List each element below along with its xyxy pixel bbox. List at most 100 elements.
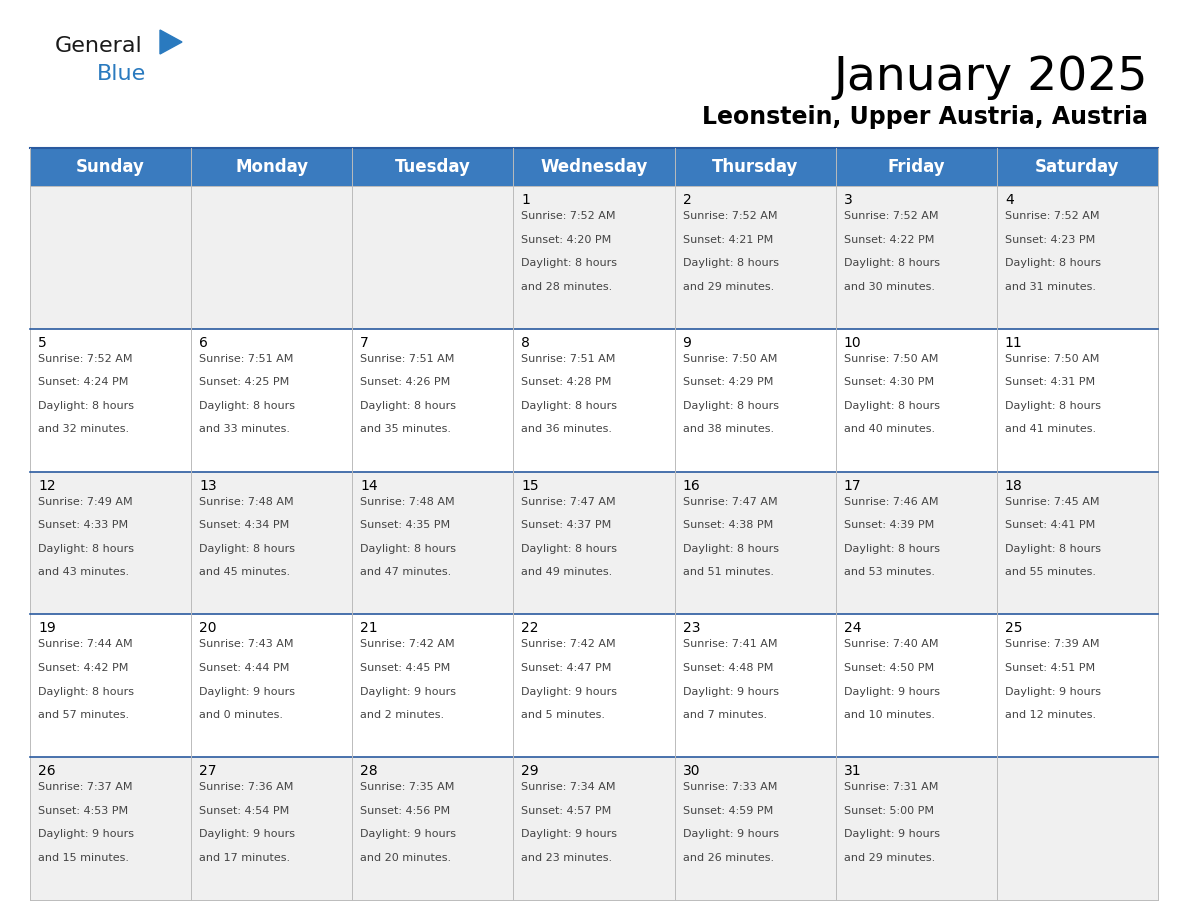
Text: 30: 30 bbox=[683, 764, 700, 778]
FancyBboxPatch shape bbox=[191, 472, 353, 614]
Text: Sunrise: 7:33 AM: Sunrise: 7:33 AM bbox=[683, 782, 777, 792]
Text: Sunset: 4:29 PM: Sunset: 4:29 PM bbox=[683, 377, 773, 387]
Text: Daylight: 8 hours: Daylight: 8 hours bbox=[360, 543, 456, 554]
FancyBboxPatch shape bbox=[997, 186, 1158, 329]
Text: Sunset: 4:54 PM: Sunset: 4:54 PM bbox=[200, 806, 290, 816]
Text: Sunset: 4:38 PM: Sunset: 4:38 PM bbox=[683, 521, 773, 531]
Text: Sunset: 4:31 PM: Sunset: 4:31 PM bbox=[1005, 377, 1095, 387]
Text: Blue: Blue bbox=[97, 64, 146, 84]
FancyBboxPatch shape bbox=[513, 472, 675, 614]
FancyBboxPatch shape bbox=[353, 614, 513, 757]
FancyBboxPatch shape bbox=[513, 614, 675, 757]
FancyBboxPatch shape bbox=[835, 614, 997, 757]
Text: and 30 minutes.: and 30 minutes. bbox=[843, 282, 935, 292]
FancyBboxPatch shape bbox=[191, 614, 353, 757]
Text: Sunset: 4:39 PM: Sunset: 4:39 PM bbox=[843, 521, 934, 531]
Text: Daylight: 8 hours: Daylight: 8 hours bbox=[522, 401, 618, 411]
Text: Sunset: 4:56 PM: Sunset: 4:56 PM bbox=[360, 806, 450, 816]
Text: Sunset: 4:30 PM: Sunset: 4:30 PM bbox=[843, 377, 934, 387]
Text: 21: 21 bbox=[360, 621, 378, 635]
Text: and 12 minutes.: and 12 minutes. bbox=[1005, 711, 1097, 720]
Text: Sunrise: 7:52 AM: Sunrise: 7:52 AM bbox=[38, 353, 133, 364]
Text: Sunrise: 7:41 AM: Sunrise: 7:41 AM bbox=[683, 640, 777, 649]
Text: and 29 minutes.: and 29 minutes. bbox=[683, 282, 773, 292]
Text: Sunrise: 7:52 AM: Sunrise: 7:52 AM bbox=[683, 211, 777, 221]
Text: Sunrise: 7:52 AM: Sunrise: 7:52 AM bbox=[522, 211, 615, 221]
Text: and 55 minutes.: and 55 minutes. bbox=[1005, 567, 1095, 577]
Text: and 53 minutes.: and 53 minutes. bbox=[843, 567, 935, 577]
Text: Sunset: 4:45 PM: Sunset: 4:45 PM bbox=[360, 663, 450, 673]
FancyBboxPatch shape bbox=[835, 186, 997, 329]
Text: 27: 27 bbox=[200, 764, 216, 778]
FancyBboxPatch shape bbox=[353, 186, 513, 329]
Text: Daylight: 8 hours: Daylight: 8 hours bbox=[522, 258, 618, 268]
Text: Friday: Friday bbox=[887, 158, 946, 176]
Text: Sunset: 4:22 PM: Sunset: 4:22 PM bbox=[843, 235, 934, 244]
Text: Sunrise: 7:47 AM: Sunrise: 7:47 AM bbox=[522, 497, 617, 507]
FancyBboxPatch shape bbox=[675, 472, 835, 614]
Text: and 47 minutes.: and 47 minutes. bbox=[360, 567, 451, 577]
Text: and 38 minutes.: and 38 minutes. bbox=[683, 424, 773, 434]
Text: 29: 29 bbox=[522, 764, 539, 778]
Text: 7: 7 bbox=[360, 336, 369, 350]
Text: Daylight: 9 hours: Daylight: 9 hours bbox=[38, 829, 134, 839]
FancyBboxPatch shape bbox=[30, 329, 191, 472]
Text: 5: 5 bbox=[38, 336, 46, 350]
FancyBboxPatch shape bbox=[835, 757, 997, 900]
Text: Tuesday: Tuesday bbox=[394, 158, 470, 176]
Text: 22: 22 bbox=[522, 621, 539, 635]
Text: Daylight: 9 hours: Daylight: 9 hours bbox=[360, 829, 456, 839]
Text: 17: 17 bbox=[843, 478, 861, 493]
Text: Sunrise: 7:36 AM: Sunrise: 7:36 AM bbox=[200, 782, 293, 792]
FancyBboxPatch shape bbox=[997, 472, 1158, 614]
Text: Sunset: 4:41 PM: Sunset: 4:41 PM bbox=[1005, 521, 1095, 531]
Text: Sunrise: 7:47 AM: Sunrise: 7:47 AM bbox=[683, 497, 777, 507]
Text: Sunset: 4:35 PM: Sunset: 4:35 PM bbox=[360, 521, 450, 531]
FancyBboxPatch shape bbox=[513, 757, 675, 900]
Text: 1: 1 bbox=[522, 193, 530, 207]
Text: Sunset: 4:59 PM: Sunset: 4:59 PM bbox=[683, 806, 773, 816]
Text: Sunrise: 7:49 AM: Sunrise: 7:49 AM bbox=[38, 497, 133, 507]
Text: and 49 minutes.: and 49 minutes. bbox=[522, 567, 613, 577]
Text: and 23 minutes.: and 23 minutes. bbox=[522, 853, 613, 863]
Text: 24: 24 bbox=[843, 621, 861, 635]
FancyBboxPatch shape bbox=[513, 329, 675, 472]
Text: Daylight: 9 hours: Daylight: 9 hours bbox=[360, 687, 456, 697]
Text: 12: 12 bbox=[38, 478, 56, 493]
FancyBboxPatch shape bbox=[30, 472, 191, 614]
Text: Daylight: 8 hours: Daylight: 8 hours bbox=[38, 401, 134, 411]
Text: Daylight: 8 hours: Daylight: 8 hours bbox=[843, 543, 940, 554]
Text: Sunset: 4:48 PM: Sunset: 4:48 PM bbox=[683, 663, 773, 673]
Text: Sunrise: 7:50 AM: Sunrise: 7:50 AM bbox=[683, 353, 777, 364]
Text: Daylight: 9 hours: Daylight: 9 hours bbox=[200, 687, 295, 697]
Text: Daylight: 9 hours: Daylight: 9 hours bbox=[683, 687, 778, 697]
Text: Sunrise: 7:46 AM: Sunrise: 7:46 AM bbox=[843, 497, 939, 507]
Text: Daylight: 8 hours: Daylight: 8 hours bbox=[683, 401, 778, 411]
FancyBboxPatch shape bbox=[191, 186, 353, 329]
FancyBboxPatch shape bbox=[675, 614, 835, 757]
Text: 8: 8 bbox=[522, 336, 530, 350]
FancyBboxPatch shape bbox=[997, 614, 1158, 757]
FancyBboxPatch shape bbox=[353, 757, 513, 900]
Text: Daylight: 9 hours: Daylight: 9 hours bbox=[683, 829, 778, 839]
Text: Sunset: 4:20 PM: Sunset: 4:20 PM bbox=[522, 235, 612, 244]
FancyBboxPatch shape bbox=[30, 614, 191, 757]
Text: Daylight: 8 hours: Daylight: 8 hours bbox=[200, 543, 295, 554]
Text: and 57 minutes.: and 57 minutes. bbox=[38, 711, 129, 720]
Text: Sunset: 4:24 PM: Sunset: 4:24 PM bbox=[38, 377, 128, 387]
Text: 6: 6 bbox=[200, 336, 208, 350]
Text: and 32 minutes.: and 32 minutes. bbox=[38, 424, 129, 434]
Text: Sunset: 4:53 PM: Sunset: 4:53 PM bbox=[38, 806, 128, 816]
Text: Daylight: 8 hours: Daylight: 8 hours bbox=[1005, 401, 1101, 411]
Text: Thursday: Thursday bbox=[712, 158, 798, 176]
Text: Sunset: 4:25 PM: Sunset: 4:25 PM bbox=[200, 377, 290, 387]
Text: Sunrise: 7:34 AM: Sunrise: 7:34 AM bbox=[522, 782, 615, 792]
Text: Sunrise: 7:31 AM: Sunrise: 7:31 AM bbox=[843, 782, 939, 792]
Text: Sunrise: 7:43 AM: Sunrise: 7:43 AM bbox=[200, 640, 293, 649]
Text: General: General bbox=[55, 36, 143, 56]
FancyBboxPatch shape bbox=[353, 472, 513, 614]
Text: 19: 19 bbox=[38, 621, 56, 635]
Text: 23: 23 bbox=[683, 621, 700, 635]
FancyBboxPatch shape bbox=[30, 186, 191, 329]
FancyBboxPatch shape bbox=[675, 186, 835, 329]
